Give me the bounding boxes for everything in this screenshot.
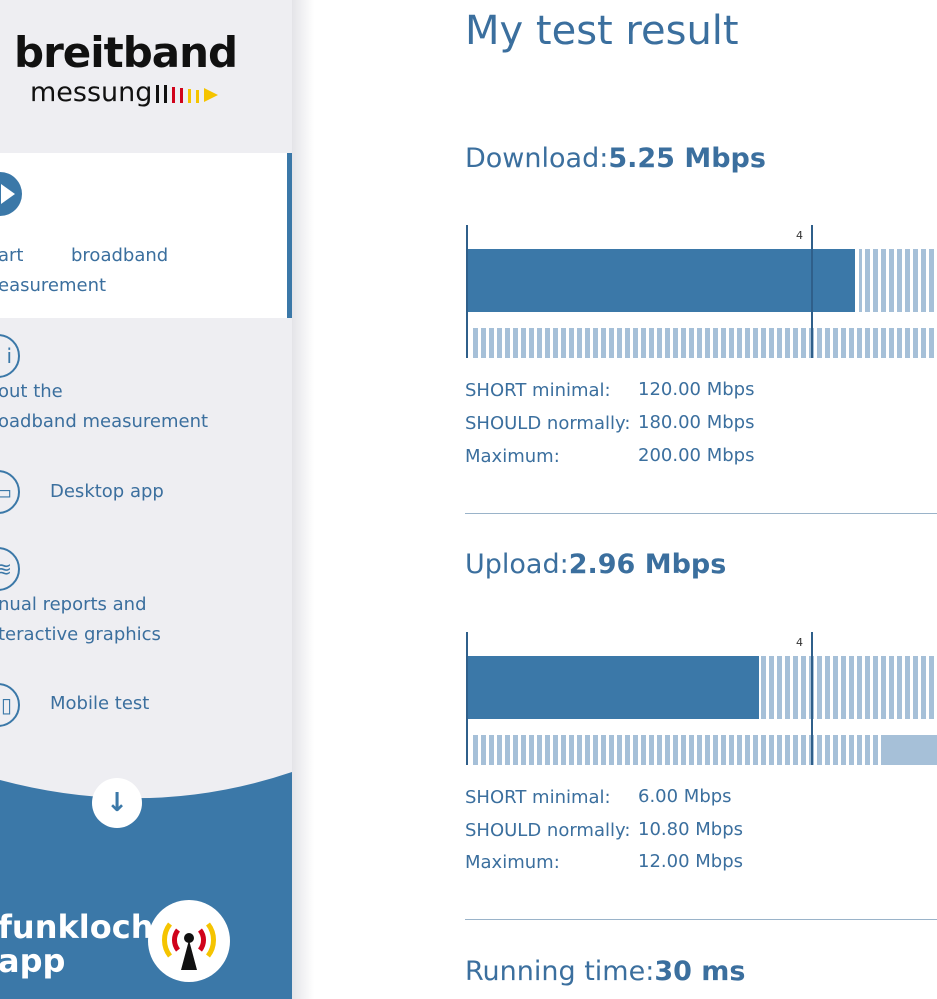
download-short-label: SHORT minimal: bbox=[465, 380, 611, 401]
upload-label: Upload: bbox=[465, 549, 569, 580]
sidebar-item-start-measurement[interactable] bbox=[0, 153, 292, 318]
download-heading: Download:5.25 Mbps bbox=[465, 143, 766, 174]
antenna-icon[interactable] bbox=[148, 900, 230, 982]
sidebar-shadow bbox=[292, 0, 314, 999]
sidebar-item-about[interactable]: out the bbox=[0, 381, 63, 402]
scroll-down-button[interactable]: ↓ bbox=[92, 778, 142, 828]
upload-short-value: 6.00 Mbps bbox=[638, 786, 732, 807]
divider bbox=[465, 919, 937, 920]
upload-value: 2.96 Mbps bbox=[568, 549, 727, 580]
funkloch-line1: funkloch- bbox=[0, 908, 167, 946]
play-icon[interactable] bbox=[0, 172, 22, 216]
mobile-icon: ▯ bbox=[0, 683, 20, 727]
logo-sub-word: messung bbox=[30, 77, 153, 108]
page-title: My test result bbox=[465, 8, 739, 54]
running-time-label: Running time: bbox=[465, 956, 655, 987]
sidebar-item-label: easurement bbox=[0, 275, 107, 296]
sidebar-item-reports[interactable]: nual reports and bbox=[0, 594, 147, 615]
download-max-value: 200.00 Mbps bbox=[638, 445, 755, 466]
sidebar-item-reports-line2[interactable]: teractive graphics bbox=[0, 624, 161, 645]
info-icon: i bbox=[0, 334, 20, 378]
upload-max-label: Maximum: bbox=[465, 852, 560, 873]
upload-reference-solid bbox=[881, 735, 937, 765]
download-marker-label: 4 bbox=[796, 229, 803, 242]
download-should-label: SHOULD normally: bbox=[465, 413, 631, 434]
download-label: Download: bbox=[465, 143, 609, 174]
running-time-heading: Running time:30 ms bbox=[465, 956, 746, 987]
download-should-value: 180.00 Mbps bbox=[638, 412, 755, 433]
download-marker bbox=[811, 225, 813, 358]
sidebar-item-desktop-app[interactable]: Desktop app bbox=[50, 481, 164, 502]
sidebar-item-mobile-test[interactable]: Mobile test bbox=[50, 693, 150, 714]
funkloch-line2: app bbox=[0, 942, 66, 980]
download-value: 5.25 Mbps bbox=[608, 143, 766, 174]
download-gauge: 4 bbox=[466, 225, 937, 358]
sidebar-item-label: broadband bbox=[71, 245, 169, 266]
download-short-value: 120.00 Mbps bbox=[638, 379, 755, 400]
upload-should-label: SHOULD normally: bbox=[465, 820, 631, 841]
sidebar: breitband messung art broadband easureme… bbox=[0, 0, 292, 999]
active-indicator bbox=[287, 153, 292, 318]
funkloch-app-link[interactable]: funkloch- app bbox=[0, 910, 167, 978]
upload-short-label: SHORT minimal: bbox=[465, 787, 611, 808]
download-max-label: Maximum: bbox=[465, 446, 560, 467]
upload-gauge: 4 bbox=[466, 632, 937, 765]
breitbandmessung-logo[interactable]: breitband messung bbox=[14, 28, 238, 108]
upload-remaining-bar bbox=[759, 656, 937, 719]
chart-icon: ≋ bbox=[0, 547, 20, 591]
logo-main-text: breitband bbox=[14, 28, 238, 77]
sidebar-item-label: art bbox=[0, 245, 24, 266]
download-actual-bar bbox=[468, 249, 855, 312]
upload-heading: Upload:2.96 Mbps bbox=[465, 549, 726, 580]
upload-actual-bar bbox=[468, 656, 759, 719]
download-remaining-bar bbox=[859, 249, 937, 312]
upload-marker-label: 4 bbox=[796, 636, 803, 649]
divider bbox=[465, 513, 937, 514]
upload-reference-bar bbox=[473, 735, 879, 765]
upload-max-value: 12.00 Mbps bbox=[638, 851, 744, 872]
sidebar-item-about-line2[interactable]: oadband measurement bbox=[0, 411, 209, 432]
logo-bars-icon bbox=[156, 84, 219, 103]
download-reference-bar bbox=[473, 328, 937, 358]
desktop-icon: ▭ bbox=[0, 470, 20, 514]
running-time-value: 30 ms bbox=[654, 956, 746, 987]
upload-marker bbox=[811, 632, 813, 765]
upload-should-value: 10.80 Mbps bbox=[638, 819, 744, 840]
logo-sub-text: messung bbox=[30, 78, 224, 108]
